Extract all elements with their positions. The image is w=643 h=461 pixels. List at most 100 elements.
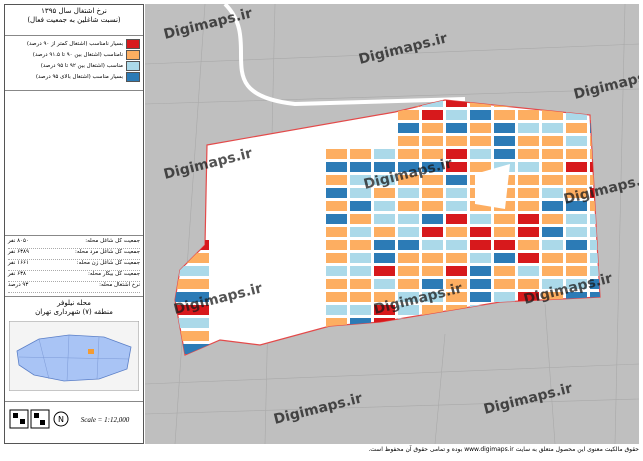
block bbox=[518, 188, 539, 198]
block bbox=[446, 240, 467, 250]
block bbox=[566, 175, 587, 185]
svg-text:N: N bbox=[58, 415, 64, 424]
block bbox=[175, 253, 209, 263]
block bbox=[590, 292, 600, 302]
block bbox=[590, 201, 600, 211]
block bbox=[422, 201, 443, 211]
stat-row: نرخ اشتغال محله: ۹۳ درصد bbox=[8, 282, 140, 293]
block bbox=[566, 136, 587, 146]
block bbox=[326, 227, 347, 237]
block bbox=[494, 292, 515, 302]
block bbox=[446, 136, 467, 146]
block bbox=[350, 175, 371, 185]
block bbox=[446, 110, 467, 120]
block bbox=[494, 136, 515, 146]
block bbox=[374, 188, 395, 198]
block bbox=[542, 279, 563, 289]
block bbox=[398, 188, 419, 198]
block bbox=[518, 136, 539, 146]
legend-label: بسیار نامناسب (اشتغال کمتر از ۹۰ درصد) bbox=[26, 40, 123, 47]
block bbox=[374, 162, 395, 172]
block bbox=[470, 253, 491, 263]
block bbox=[566, 201, 587, 211]
legend-label: مناسب (اشتغال بین ۹۲ تا ۹۵ درصد) bbox=[40, 62, 123, 69]
block bbox=[566, 162, 587, 172]
block bbox=[398, 162, 419, 172]
block bbox=[326, 162, 347, 172]
inset-map bbox=[9, 321, 139, 391]
stat-label: جمعیت کل شاغل زن محله: bbox=[76, 260, 140, 266]
legend-title-box: نرخ اشتغال سال ۱۳۹۵ (نسبت شاغلین به جمعی… bbox=[5, 5, 143, 36]
legend-item: مناسب (اشتغال بین ۹۲ تا ۹۵ درصد) bbox=[8, 60, 140, 71]
block bbox=[374, 266, 395, 276]
block bbox=[470, 214, 491, 224]
location-box: محله نیلوفر منطقه (۷) شهرداری تهران bbox=[5, 297, 143, 402]
block bbox=[350, 149, 371, 159]
blank bbox=[5, 91, 143, 236]
block bbox=[566, 266, 587, 276]
block bbox=[542, 201, 563, 211]
block bbox=[326, 318, 347, 328]
block bbox=[422, 266, 443, 276]
block bbox=[326, 201, 347, 211]
block bbox=[374, 279, 395, 289]
block bbox=[494, 279, 515, 289]
block bbox=[398, 201, 419, 211]
block bbox=[518, 201, 539, 211]
block bbox=[422, 227, 443, 237]
stat-value: ۶۳۸۹ نفر bbox=[8, 249, 29, 255]
block bbox=[470, 110, 491, 120]
block bbox=[542, 214, 563, 224]
block bbox=[566, 123, 587, 133]
block bbox=[422, 292, 443, 302]
stat-row: جمعیت کل شاغل محله: ۸۰۵۰ نفر bbox=[8, 238, 140, 249]
stat-row: جمعیت کل شاغل زن محله: ۱۶۶۱ نفر bbox=[8, 260, 140, 271]
block bbox=[566, 240, 587, 250]
block bbox=[494, 110, 515, 120]
block bbox=[518, 253, 539, 263]
block bbox=[350, 279, 371, 289]
block bbox=[374, 214, 395, 224]
block bbox=[398, 227, 419, 237]
stat-label: نرخ اشتغال محله: bbox=[99, 282, 140, 288]
block bbox=[590, 279, 600, 289]
block bbox=[590, 253, 600, 263]
block bbox=[542, 266, 563, 276]
block bbox=[326, 214, 347, 224]
map: Digimaps.irDigimaps.irDigimaps.irDigimap… bbox=[145, 4, 639, 444]
block bbox=[494, 266, 515, 276]
block bbox=[422, 175, 443, 185]
block bbox=[566, 292, 587, 302]
block bbox=[470, 162, 491, 172]
block bbox=[422, 188, 443, 198]
block bbox=[350, 266, 371, 276]
block bbox=[446, 266, 467, 276]
block bbox=[175, 318, 209, 328]
block bbox=[542, 240, 563, 250]
block bbox=[398, 110, 419, 120]
block bbox=[470, 266, 491, 276]
stat-value: ۸۰۵۰ نفر bbox=[8, 238, 29, 244]
block bbox=[422, 279, 443, 289]
block bbox=[542, 292, 563, 302]
block bbox=[494, 227, 515, 237]
block bbox=[566, 188, 587, 198]
block bbox=[518, 292, 539, 302]
logo-strip: N Scale = 1:12,000 bbox=[9, 409, 130, 429]
footer: حقوق مالکیت معنوی این محصول متعلق به سای… bbox=[368, 446, 639, 453]
block bbox=[374, 149, 395, 159]
block bbox=[350, 201, 371, 211]
block bbox=[494, 149, 515, 159]
block bbox=[350, 227, 371, 237]
legend-swatch bbox=[126, 38, 140, 49]
legend: بسیار نامناسب (اشتغال کمتر از ۹۰ درصد) نا… bbox=[5, 36, 143, 91]
block bbox=[374, 227, 395, 237]
block bbox=[590, 214, 600, 224]
block bbox=[422, 240, 443, 250]
stats: جمعیت کل شاغل محله: ۸۰۵۰ نفر جمعیت کل شاغل… bbox=[5, 236, 143, 297]
district: منطقه (۷) شهرداری تهران bbox=[35, 308, 113, 316]
block bbox=[518, 162, 539, 172]
block bbox=[374, 305, 395, 315]
block bbox=[398, 149, 419, 159]
